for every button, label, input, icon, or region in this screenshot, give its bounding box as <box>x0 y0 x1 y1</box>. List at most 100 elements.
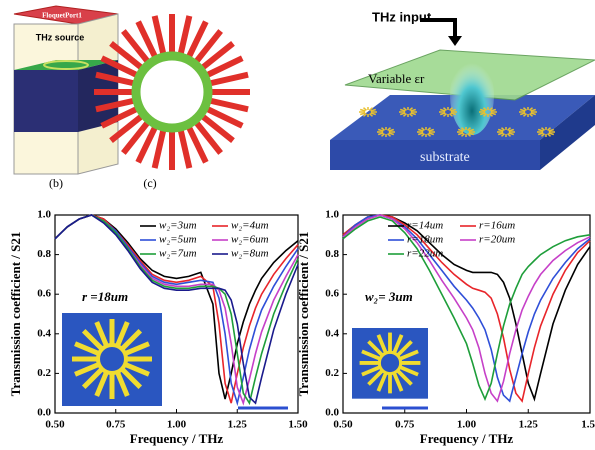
petal <box>370 108 377 112</box>
inset-spoke <box>376 372 388 392</box>
inset-spoke <box>123 341 150 356</box>
petal <box>403 113 407 117</box>
petal <box>421 133 425 137</box>
x-tick-label: 1.00 <box>457 419 477 431</box>
spoke <box>203 55 244 80</box>
petal <box>427 133 431 137</box>
legend-label: r=18um <box>407 234 443 246</box>
inset-spoke <box>399 349 419 361</box>
inset-spoke <box>74 362 101 377</box>
y-tick-label: 0.2 <box>325 367 339 379</box>
petal <box>497 132 504 136</box>
petal <box>497 128 504 132</box>
spoke <box>203 104 244 129</box>
spoke <box>206 71 249 87</box>
petal <box>427 127 431 131</box>
x-tick-label: 0.50 <box>333 419 353 431</box>
annotation: r =18um <box>82 289 128 304</box>
petal <box>457 128 464 132</box>
spoke <box>95 71 138 87</box>
data-line <box>342 214 591 403</box>
inset-spoke <box>94 370 109 397</box>
inset-spoke <box>376 334 388 354</box>
source-label: THz source <box>36 32 85 42</box>
petal <box>387 133 391 137</box>
legend-label: r=16um <box>479 220 515 232</box>
petal <box>507 133 511 137</box>
panel-label: (c) <box>143 176 156 190</box>
inset-ring <box>377 350 403 376</box>
petal <box>537 132 544 136</box>
spoke <box>109 112 146 143</box>
inset-spoke <box>115 321 130 348</box>
inset-spoke <box>81 328 104 351</box>
spoke <box>95 97 138 113</box>
inset-spoke <box>361 349 381 361</box>
petal <box>421 127 425 131</box>
y-tick-label: 0.6 <box>37 288 51 300</box>
petal <box>369 107 373 111</box>
x-axis-label: Frequency / THz <box>420 431 514 446</box>
port-label: FloquetPort1 <box>42 12 82 20</box>
inset-spoke <box>94 321 109 348</box>
petal <box>501 127 505 131</box>
resonator-array <box>359 107 555 137</box>
petal <box>508 132 515 136</box>
x-tick-label: 1.5 <box>581 419 595 431</box>
legend-label: r=14um <box>407 220 443 232</box>
data-line <box>54 214 299 405</box>
petal <box>369 113 373 117</box>
petal <box>501 133 505 137</box>
inset-spoke <box>81 367 104 390</box>
petal <box>547 127 551 131</box>
petal <box>523 113 527 117</box>
petal <box>457 132 464 136</box>
petal <box>428 132 435 136</box>
legend-label: w₂=8um <box>231 248 269 260</box>
legend-label: w₂=6um <box>231 234 269 246</box>
petal <box>489 107 493 111</box>
petal <box>548 132 555 136</box>
spoke <box>177 126 193 169</box>
petal <box>377 132 384 136</box>
spoke <box>192 29 223 66</box>
petal <box>450 112 457 116</box>
petal <box>363 107 367 111</box>
petal <box>541 133 545 137</box>
petal <box>439 112 446 116</box>
petal <box>537 128 544 132</box>
y-tick-label: 0.8 <box>325 248 339 260</box>
x-tick-label: 0.75 <box>106 419 126 431</box>
legend-label: w₂=5um <box>159 234 197 246</box>
inset-spoke <box>367 369 384 386</box>
petal <box>449 113 453 117</box>
petal <box>388 132 395 136</box>
petal <box>409 107 413 111</box>
spoke <box>100 104 141 129</box>
petal <box>359 108 366 112</box>
petal <box>529 113 533 117</box>
petal <box>443 107 447 111</box>
petal <box>409 113 413 117</box>
petal <box>483 107 487 111</box>
petal <box>483 113 487 117</box>
y-tick-label: 0.8 <box>37 248 51 260</box>
petal <box>541 127 545 131</box>
spoke <box>177 15 193 58</box>
y-axis-label: Transmission coefficient / S21 <box>8 232 23 397</box>
substrate-illustration <box>330 18 595 170</box>
x-tick-label: 0.50 <box>45 419 65 431</box>
y-tick-label: 1.0 <box>325 209 339 221</box>
x-tick-label: 1.00 <box>167 419 187 431</box>
inset-spoke <box>392 334 404 354</box>
inset-spoke <box>396 369 413 386</box>
petal <box>428 128 435 132</box>
x-tick-label: 1.25 <box>519 419 539 431</box>
spoke <box>184 20 209 61</box>
spoke <box>151 126 167 169</box>
data-line <box>342 214 591 403</box>
spoke <box>151 15 167 58</box>
petal <box>468 132 475 136</box>
data-line <box>54 214 299 404</box>
x-tick-label: 0.75 <box>395 419 415 431</box>
